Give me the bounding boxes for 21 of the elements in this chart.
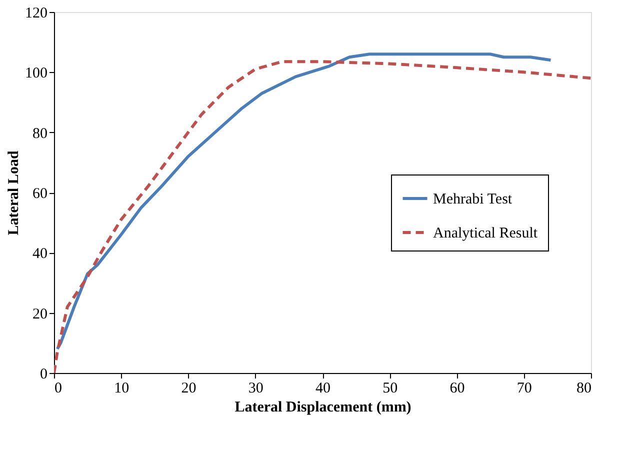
x-tick-label: 0 [54,380,62,396]
y-tick-label: 100 [25,66,48,82]
y-tick-label: 120 [25,6,48,22]
y-tick-label: 0 [40,366,48,382]
x-tick-label: 80 [576,380,592,396]
x-axis-title: Lateral Displacement (mm) [234,400,412,416]
legend-label: Analytical Result [433,225,538,242]
legend-label: Mehrabi Test [433,191,513,208]
x-tick-label: 30 [248,380,264,396]
y-tick-label: 40 [32,246,48,262]
line-series [56,52,552,350]
x-tick-label: 70 [516,380,532,396]
x-tick-label: 40 [316,380,330,396]
x-tick-label: 60 [450,380,465,396]
x-tick-label: 10 [114,380,130,396]
y-tick-label: 80 [32,126,48,142]
y-axis-title: Lateral Load [6,150,22,236]
y-tick-label: 60 [32,186,48,202]
x-tick-label: 50 [382,380,398,396]
x-tick-label: 20 [181,380,196,396]
y-tick-label: 20 [32,306,48,322]
